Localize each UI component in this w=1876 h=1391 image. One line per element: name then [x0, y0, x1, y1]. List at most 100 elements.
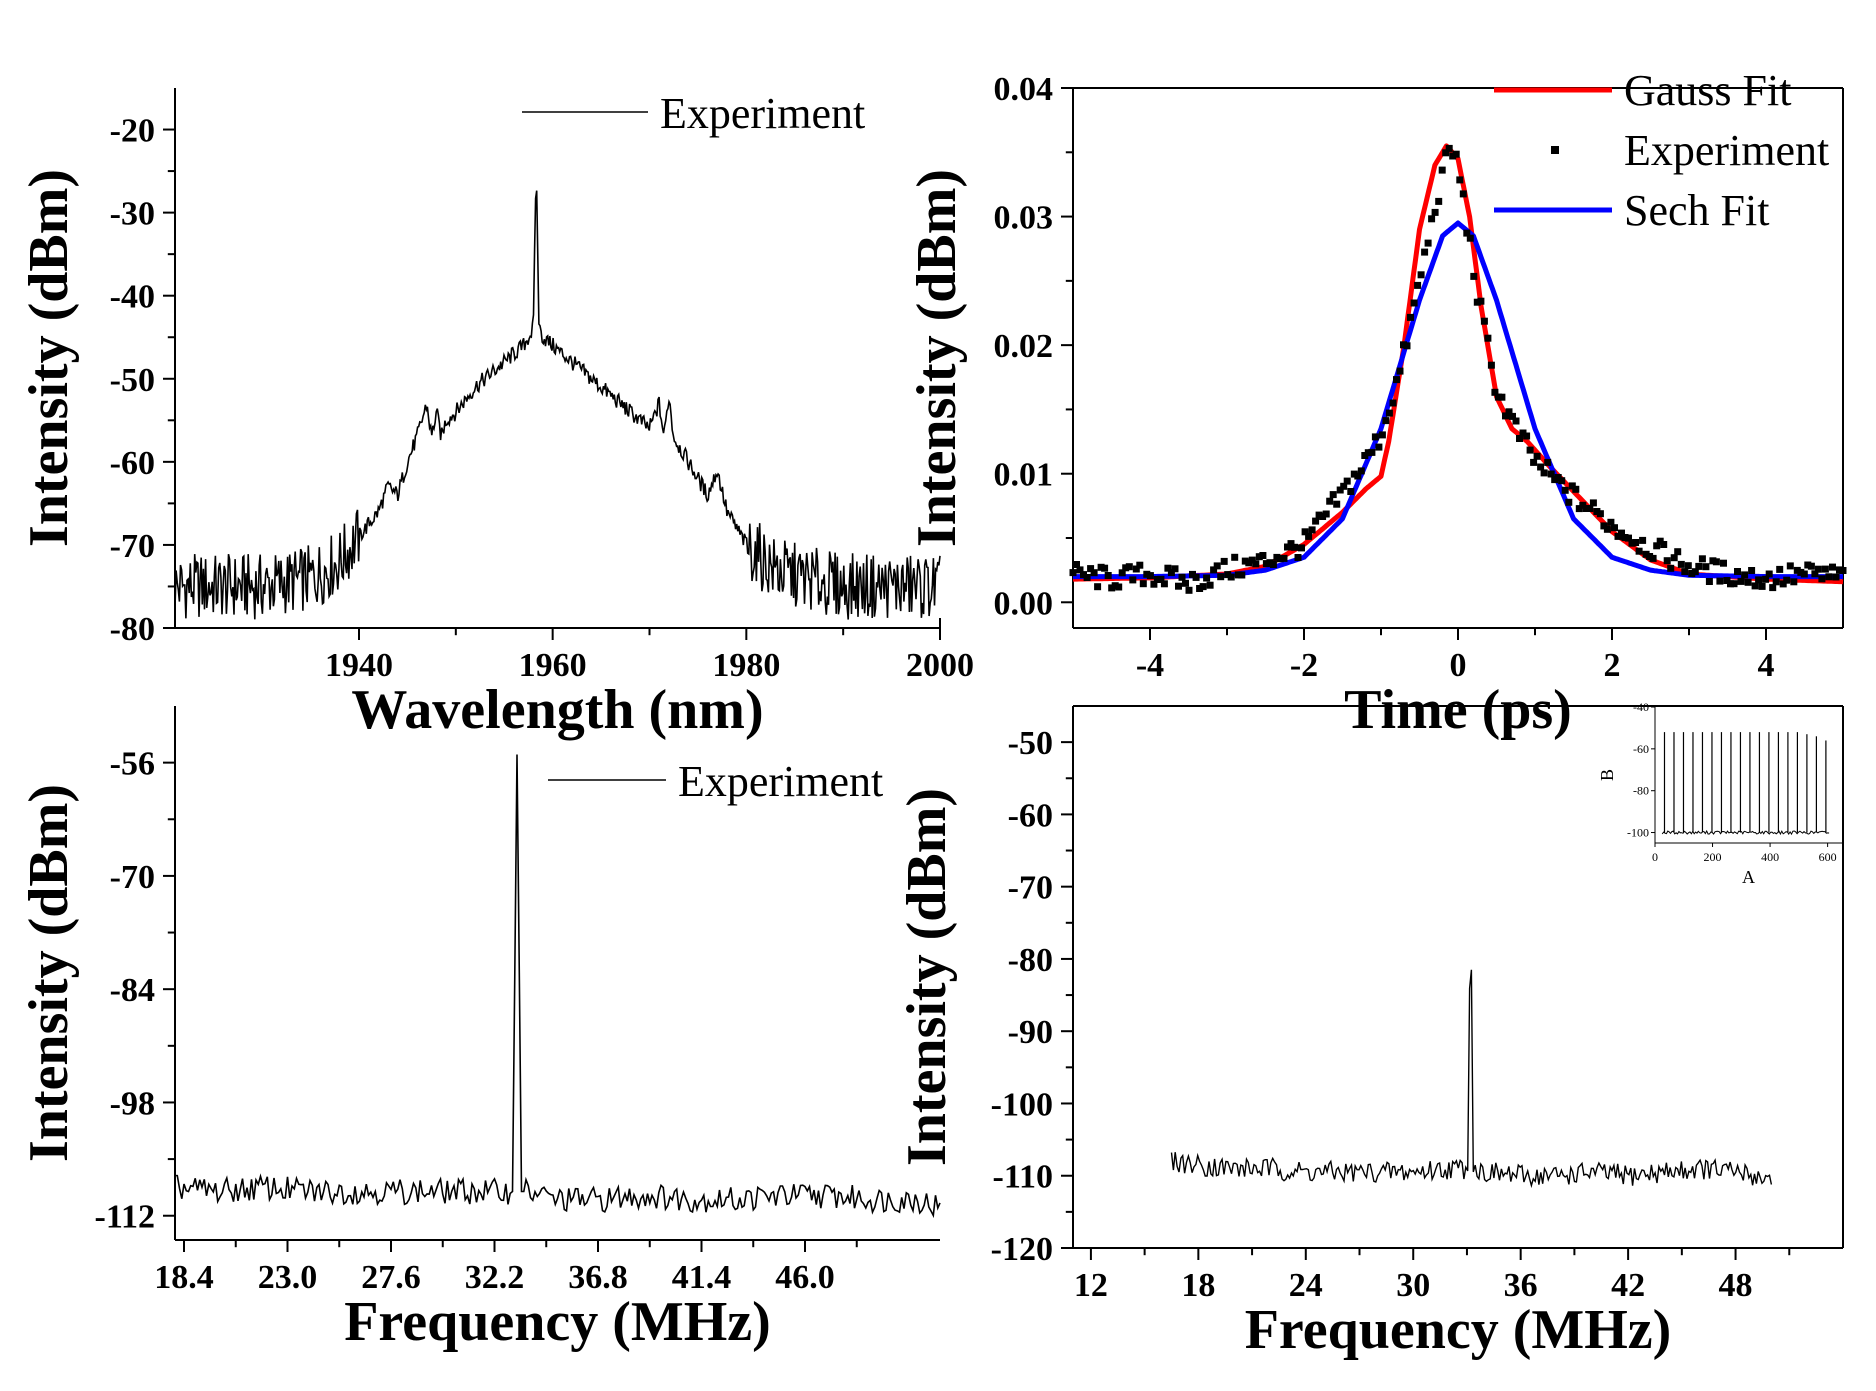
experiment-marker [1473, 298, 1481, 306]
x-tick-label: 18 [1181, 1267, 1215, 1304]
experiment-marker [1786, 562, 1794, 570]
experiment-marker [1456, 176, 1464, 184]
chart-rf-spectrum-1: 18.4 23.0 27.6 32.2 36.8 41.4 46.0 -112 -98 -84 -7… [18, 706, 941, 1353]
experiment-marker [1157, 575, 1165, 583]
experiment-marker [1393, 376, 1400, 384]
experiment-marker [1167, 569, 1175, 577]
y-tick-label: -56 [110, 746, 155, 783]
x-tick-label: 36 [1504, 1267, 1538, 1304]
inset-x-tick-label: 400 [1761, 850, 1779, 864]
experiment-marker [1104, 572, 1112, 579]
legend-gauss-fit-label: Gauss Fit [1624, 66, 1791, 115]
experiment-marker [1340, 482, 1348, 490]
experiment-marker [1442, 149, 1450, 157]
experiment-marker [1839, 567, 1847, 574]
experiment-marker [1821, 565, 1829, 573]
experiment-marker [1336, 486, 1344, 494]
experiment-marker [1069, 569, 1077, 577]
experiment-marker [1378, 431, 1386, 439]
series-sech-fit-line [1072, 220, 1844, 580]
experiment-marker [1150, 580, 1158, 588]
experiment-marker [1182, 579, 1189, 587]
experiment-marker [1526, 446, 1534, 454]
inset-y-label: B [1597, 769, 1617, 781]
y-tick-label: -60 [110, 445, 155, 482]
experiment-marker [1540, 469, 1548, 477]
y-tick-label: -30 [110, 196, 155, 233]
inset-x-tick-label: 600 [1819, 850, 1837, 864]
x-tick-label: 18.4 [154, 1259, 214, 1296]
experiment-marker [1445, 144, 1453, 152]
experiment-marker [1502, 412, 1509, 420]
experiment-marker [1776, 565, 1784, 573]
x-tick-label: 32.2 [465, 1259, 525, 1296]
experiment-marker [1737, 577, 1745, 585]
experiment-marker [1702, 563, 1710, 571]
experiment-marker [1611, 524, 1618, 532]
experiment-marker [1670, 554, 1678, 562]
experiment-marker [1364, 449, 1372, 457]
y-tick-label: 0.03 [994, 200, 1054, 237]
experiment-marker [1203, 574, 1211, 582]
experiment-marker [1428, 215, 1436, 223]
y-tick-label: -100 [991, 1086, 1053, 1123]
experiment-marker [1382, 417, 1390, 425]
experiment-marker [1101, 564, 1109, 572]
experiment-marker [1132, 565, 1140, 573]
experiment-marker [1354, 472, 1362, 480]
experiment-marker [1800, 570, 1808, 578]
experiment-marker [1572, 485, 1580, 493]
experiment-marker [1192, 573, 1200, 581]
y-tick-label: -70 [1008, 870, 1053, 907]
experiment-marker [1603, 525, 1611, 533]
experiment-marker [1505, 408, 1513, 416]
x-tick-label: -2 [1290, 647, 1318, 684]
experiment-marker [1438, 166, 1446, 174]
experiment-marker [1730, 580, 1738, 588]
y-tick-label: -50 [1008, 725, 1053, 762]
y-axis-label: Intensity (dBm) [18, 169, 80, 547]
experiment-marker [1818, 575, 1826, 583]
experiment-marker [1632, 539, 1640, 546]
experiment-marker [1519, 429, 1527, 437]
experiment-marker [1512, 417, 1520, 425]
experiment-marker [1466, 234, 1474, 242]
experiment-marker [1185, 586, 1193, 594]
experiment-marker [1291, 543, 1298, 551]
experiment-marker [1825, 573, 1833, 581]
experiment-marker [1523, 432, 1531, 440]
series-experiment-line [174, 754, 941, 1219]
experiment-marker [1385, 409, 1393, 417]
experiment-marker [1424, 239, 1432, 247]
experiment-marker [1213, 562, 1221, 570]
experiment-marker [1220, 557, 1228, 565]
y-tick-label: -84 [110, 972, 155, 1009]
x-axis-label: Frequency (MHz) [344, 1291, 771, 1353]
experiment-marker [1607, 518, 1615, 526]
x-axis-label: Wavelength (nm) [351, 679, 763, 741]
y-tick-label: -110 [993, 1159, 1053, 1196]
experiment-marker [1698, 555, 1706, 563]
experiment-marker [1129, 576, 1137, 584]
experiment-marker [1248, 556, 1256, 564]
experiment-marker [1287, 540, 1295, 548]
experiment-marker [1628, 539, 1636, 547]
y-tick-label: -70 [110, 859, 155, 896]
experiment-marker [1094, 583, 1102, 591]
legend-experiment-label: Experiment [1624, 126, 1829, 175]
y-tick-label: 0.00 [994, 585, 1054, 622]
experiment-marker [1596, 510, 1604, 518]
inset-y-tick-label: -60 [1633, 742, 1649, 756]
experiment-marker [1329, 491, 1337, 499]
y-tick-label: -40 [110, 279, 155, 316]
experiment-marker [1146, 572, 1154, 580]
experiment-marker [1829, 563, 1836, 571]
experiment-marker [1667, 564, 1675, 572]
experiment-marker [1371, 433, 1379, 441]
experiment-marker [1565, 498, 1573, 506]
experiment-marker [1537, 463, 1545, 471]
y-tick-label: -90 [1008, 1014, 1053, 1051]
experiment-marker [1625, 534, 1632, 542]
experiment-marker [1298, 544, 1305, 552]
